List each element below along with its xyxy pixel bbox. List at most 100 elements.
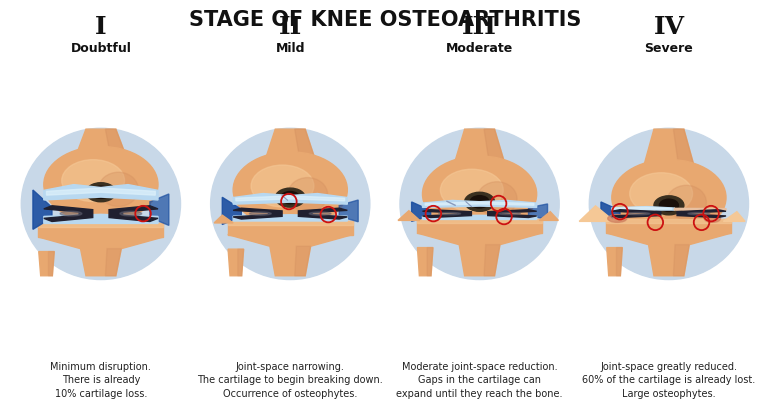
Polygon shape	[423, 200, 537, 207]
Polygon shape	[39, 252, 55, 276]
Polygon shape	[150, 194, 168, 226]
Polygon shape	[488, 210, 537, 217]
Ellipse shape	[666, 185, 707, 220]
Text: Moderate joint-space reduction.
Gaps in the cartilage can
expand until they reac: Moderate joint-space reduction. Gaps in …	[396, 362, 563, 399]
Text: Severe: Severe	[644, 42, 693, 55]
Ellipse shape	[400, 128, 559, 279]
Text: Joint-space greatly reduced.
60% of the cartilage is already lost.
Large osteoph: Joint-space greatly reduced. 60% of the …	[583, 362, 756, 399]
Polygon shape	[228, 249, 243, 276]
Polygon shape	[417, 247, 433, 276]
Polygon shape	[262, 129, 319, 171]
Polygon shape	[228, 234, 353, 276]
Ellipse shape	[629, 173, 693, 215]
Polygon shape	[299, 208, 347, 219]
Polygon shape	[612, 207, 675, 210]
Ellipse shape	[288, 178, 328, 212]
Ellipse shape	[608, 215, 627, 222]
Polygon shape	[606, 233, 732, 276]
Polygon shape	[233, 208, 282, 219]
Ellipse shape	[98, 172, 138, 207]
Ellipse shape	[281, 192, 300, 204]
Polygon shape	[601, 202, 620, 222]
Polygon shape	[222, 197, 241, 224]
Ellipse shape	[441, 169, 503, 211]
Polygon shape	[38, 237, 164, 276]
Polygon shape	[673, 245, 690, 276]
Polygon shape	[423, 215, 537, 220]
Ellipse shape	[21, 128, 180, 279]
Polygon shape	[73, 129, 129, 165]
Polygon shape	[398, 211, 420, 220]
Polygon shape	[228, 221, 353, 234]
Text: III: III	[462, 15, 497, 39]
Polygon shape	[612, 210, 661, 217]
Ellipse shape	[439, 213, 460, 215]
Text: Doubtful: Doubtful	[70, 42, 131, 55]
Text: I: I	[95, 15, 107, 39]
Ellipse shape	[62, 160, 125, 202]
Polygon shape	[105, 249, 122, 276]
Polygon shape	[417, 220, 542, 223]
Ellipse shape	[628, 213, 650, 215]
Polygon shape	[236, 196, 345, 201]
Polygon shape	[44, 214, 158, 224]
Polygon shape	[417, 233, 542, 276]
Polygon shape	[44, 185, 158, 200]
Ellipse shape	[91, 186, 111, 198]
Text: IV: IV	[654, 15, 684, 39]
Polygon shape	[677, 210, 726, 217]
Polygon shape	[606, 220, 732, 223]
Polygon shape	[238, 249, 243, 276]
Ellipse shape	[498, 213, 520, 215]
Ellipse shape	[590, 128, 749, 279]
Ellipse shape	[44, 147, 158, 222]
Polygon shape	[425, 202, 534, 205]
Ellipse shape	[120, 211, 142, 216]
Polygon shape	[105, 129, 129, 165]
Polygon shape	[47, 188, 155, 195]
Polygon shape	[616, 247, 622, 276]
Ellipse shape	[233, 152, 347, 228]
Polygon shape	[38, 224, 164, 227]
Ellipse shape	[659, 199, 679, 211]
Polygon shape	[675, 208, 726, 210]
Polygon shape	[640, 129, 697, 178]
Polygon shape	[540, 212, 558, 220]
Polygon shape	[451, 129, 508, 175]
Ellipse shape	[704, 215, 721, 222]
Polygon shape	[295, 129, 319, 171]
Ellipse shape	[309, 212, 331, 215]
Polygon shape	[339, 200, 358, 222]
Ellipse shape	[477, 182, 517, 216]
Polygon shape	[615, 207, 672, 209]
Polygon shape	[607, 247, 622, 276]
Ellipse shape	[86, 183, 116, 202]
Ellipse shape	[251, 165, 314, 207]
Polygon shape	[38, 224, 164, 237]
Polygon shape	[484, 129, 508, 175]
Polygon shape	[529, 204, 548, 220]
Ellipse shape	[275, 188, 305, 207]
Ellipse shape	[211, 128, 370, 279]
Ellipse shape	[423, 156, 537, 232]
Text: Minimum disruption.
There is already
10% cartilage loss.: Minimum disruption. There is already 10%…	[51, 362, 151, 399]
Text: Moderate: Moderate	[446, 42, 513, 55]
Polygon shape	[233, 215, 347, 221]
Ellipse shape	[612, 160, 726, 236]
Polygon shape	[484, 245, 500, 276]
Text: Mild: Mild	[275, 42, 305, 55]
Polygon shape	[412, 202, 431, 222]
Polygon shape	[33, 190, 52, 229]
Polygon shape	[228, 221, 353, 225]
Polygon shape	[673, 129, 697, 178]
Ellipse shape	[654, 196, 684, 215]
Polygon shape	[44, 206, 93, 222]
Polygon shape	[580, 206, 615, 222]
Polygon shape	[109, 206, 158, 222]
Text: STAGE OF KNEE OSTEOARTHRITIS: STAGE OF KNEE OSTEOARTHRITIS	[190, 10, 582, 30]
Ellipse shape	[60, 211, 82, 216]
Text: Joint-space narrowing.
The cartilage to begin breaking down.
Occurrence of osteo: Joint-space narrowing. The cartilage to …	[197, 362, 383, 399]
Polygon shape	[215, 215, 233, 223]
Polygon shape	[48, 252, 55, 276]
Ellipse shape	[250, 212, 271, 215]
